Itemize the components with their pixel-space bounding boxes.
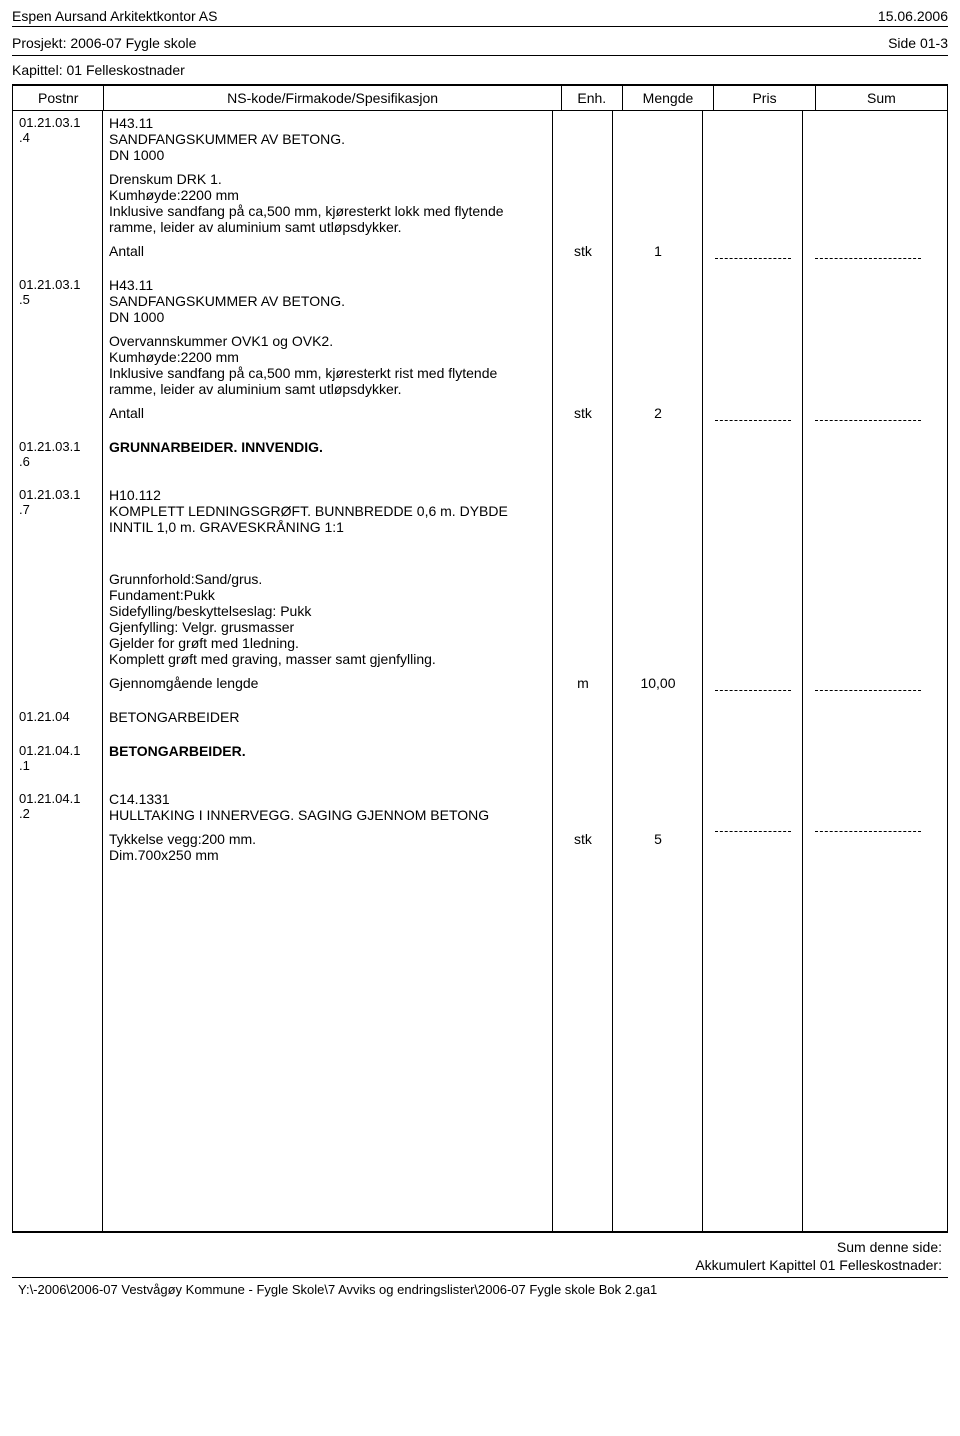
quantity: 1 (613, 239, 703, 263)
spec-title: GRUNNARBEIDER. INNVENDIG. (103, 435, 553, 459)
quantity: 5 (613, 827, 703, 851)
postnr: 01.21.03.1.6 (13, 435, 103, 473)
spec-title: BETONGARBEIDER. (103, 739, 553, 763)
col-postnr: Postnr (13, 86, 104, 111)
col-sum: Sum (815, 86, 947, 111)
spec-title: C14.1331 HULLTAKING I INNERVEGG. SAGING … (103, 787, 553, 827)
project-name: Prosjekt: 2006-07 Fygle skole (12, 35, 196, 51)
spec-title: H43.11 SANDFANGSKUMMER AV BETONG. DN 100… (103, 111, 553, 167)
spec-title: H10.112 KOMPLETT LEDNINGSGRØFT. BUNNBRED… (103, 483, 553, 539)
spec-description: Drenskum DRK 1. Kumhøyde:2200 mm Inklusi… (103, 167, 553, 239)
spec-title: BETONGARBEIDER (103, 705, 553, 729)
spec-title: H43.11 SANDFANGSKUMMER AV BETONG. DN 100… (103, 273, 553, 329)
chapter-title: Kapittel: 01 Felleskostnader (12, 62, 185, 78)
unit: stk (553, 401, 613, 425)
postnr: 01.21.03.1.4 (13, 111, 103, 149)
postnr: 01.21.03.1.7 (13, 483, 103, 521)
measure-label: Antall (103, 239, 553, 263)
page-number: Side 01-3 (888, 35, 948, 51)
spec-description: Grunnforhold:Sand/grus. Fundament:Pukk S… (103, 567, 553, 671)
measure-label: Antall (103, 401, 553, 425)
unit: stk (553, 239, 613, 263)
file-path: Y:\-2006\2006-07 Vestvågøy Kommune - Fyg… (12, 1277, 948, 1297)
postnr: 01.21.03.1.5 (13, 273, 103, 311)
sum-this-page: Sum denne side: (18, 1239, 942, 1255)
spec-table: Postnr NS-kode/Firmakode/Spesifikasjon E… (12, 85, 948, 1232)
unit: m (553, 671, 613, 695)
spec-description: Tykkelse vegg:200 mm. Dim.700x250 mm (103, 827, 553, 867)
col-mengde: Mengde (622, 86, 713, 111)
measure-label: Gjennomgående lengde (103, 671, 553, 695)
unit: stk (553, 827, 613, 851)
quantity: 2 (613, 401, 703, 425)
postnr: 01.21.04.1.1 (13, 739, 103, 777)
quantity: 10,00 (613, 671, 703, 695)
accumulated-chapter: Akkumulert Kapittel 01 Felleskostnader: (18, 1257, 942, 1273)
spec-description: Overvannskummer OVK1 og OVK2. Kumhøyde:2… (103, 329, 553, 401)
col-enh: Enh. (561, 86, 622, 111)
col-spec: NS-kode/Firmakode/Spesifikasjon (104, 86, 561, 111)
document-date: 15.06.2006 (878, 8, 948, 24)
col-pris: Pris (714, 86, 816, 111)
postnr: 01.21.04 (13, 705, 103, 728)
postnr: 01.21.04.1.2 (13, 787, 103, 825)
company-name: Espen Aursand Arkitektkontor AS (12, 8, 217, 24)
